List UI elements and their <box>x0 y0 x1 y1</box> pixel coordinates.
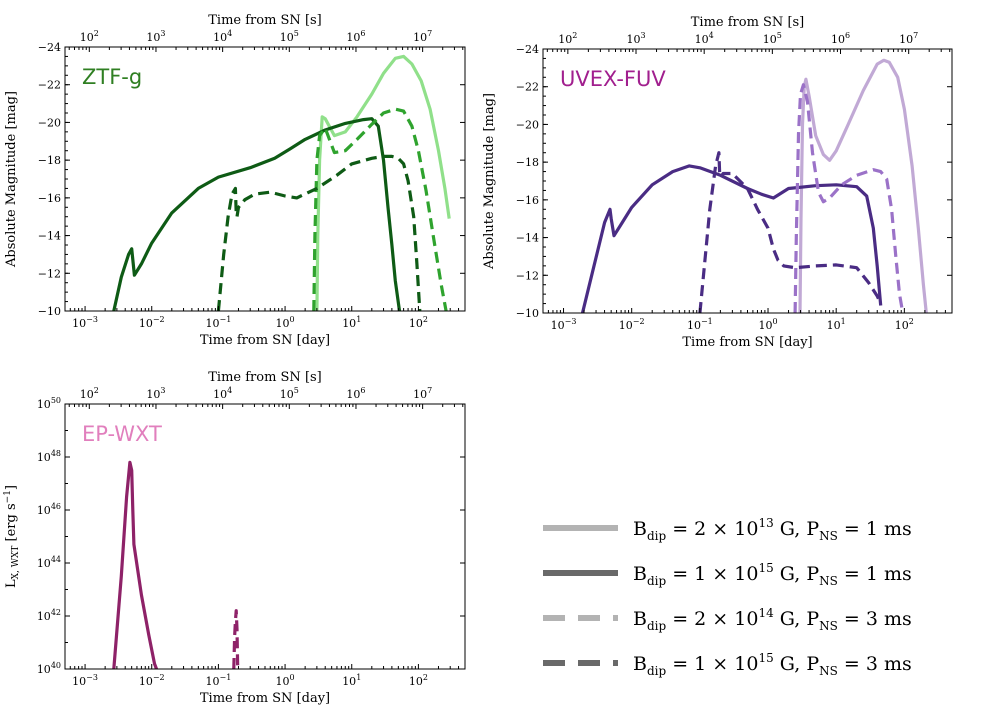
legend-entry-1: Bdip = 2 × 1013 G, PNS = 1 ms <box>633 516 912 543</box>
x-tick-label: 101 <box>342 673 361 688</box>
top-axis-label: Time from SN [s] <box>208 370 322 385</box>
top-tick-label: 103 <box>146 386 165 401</box>
y-tick-label: −16 <box>38 192 61 205</box>
y-tick-label: −20 <box>516 118 539 131</box>
panel-label-ep: EP-WXT <box>82 422 162 446</box>
x-axis-label: Time from SN [day] <box>682 335 812 350</box>
series-line-1 <box>315 54 451 311</box>
top-tick-label: 107 <box>413 29 432 44</box>
top-tick-label: 105 <box>763 31 782 46</box>
top-tick-label: 107 <box>899 31 918 46</box>
y-tick-label: −22 <box>38 79 61 92</box>
x-tick-label: 100 <box>276 673 295 688</box>
y-axis-label: LX, WXT [erg s−1] <box>3 485 21 588</box>
legend-entry-4: Bdip = 1 × 1015 G, PNS = 3 ms <box>633 651 912 678</box>
series-line-3 <box>312 107 448 311</box>
panel-uvex-fuv: 10−3 10−2 10−1 100 101 102 102 103 104 105 106 107 −… <box>482 15 953 350</box>
legend-entry-2: Bdip = 1 × 1015 G, PNS = 1 ms <box>633 561 912 588</box>
series-line-1 <box>112 460 158 669</box>
y-tick-label: 1040 <box>37 661 61 676</box>
y-tick-label: 1042 <box>37 608 61 623</box>
y-axis-label: Absolute Magnitude [mag] <box>482 93 497 270</box>
x-tick-label: 10−3 <box>72 673 98 688</box>
top-tick-label: 104 <box>213 386 232 401</box>
y-tick-label: −24 <box>516 43 539 56</box>
x-tick-label: 101 <box>827 317 846 332</box>
y-tick-label: −22 <box>516 81 539 94</box>
panel-ztf-g: 10−3 10−2 10−1 100 101 102 102 103 104 105 106 107 −… <box>4 13 466 348</box>
y-tick-label: −10 <box>516 307 539 320</box>
y-tick-label: −14 <box>38 230 61 243</box>
top-tick-label: 102 <box>80 386 99 401</box>
top-tick-label: 102 <box>80 29 99 44</box>
top-axis-label: Time from SN [s] <box>208 13 322 28</box>
legend-entry-3: Bdip = 2 × 1014 G, PNS = 3 ms <box>633 606 912 633</box>
x-tick-label: 102 <box>409 315 428 330</box>
x-tick-label: 10−3 <box>72 315 98 330</box>
top-axis-label: Time from SN [s] <box>691 15 805 30</box>
top-tick-label: 104 <box>695 31 714 46</box>
x-tick-label: 100 <box>758 317 777 332</box>
x-tick-label: 10−1 <box>206 315 232 330</box>
top-tick-label: 106 <box>346 386 365 401</box>
x-tick-label: 102 <box>895 317 914 332</box>
top-tick-label: 104 <box>213 29 232 44</box>
x-tick-label: 10−1 <box>206 673 232 688</box>
panel-label-ztf: ZTF-g <box>82 65 142 89</box>
y-tick-label: 1050 <box>37 396 61 411</box>
panel-label-uvex: UVEX-FUV <box>560 67 666 91</box>
top-tick-label: 102 <box>558 31 577 46</box>
top-tick-label: 107 <box>413 386 432 401</box>
top-tick-label: 105 <box>280 386 299 401</box>
legend: Bdip = 2 × 1013 G, PNS = 1 ms Bdip = 1 × … <box>543 516 912 678</box>
y-tick-label: −18 <box>38 154 61 167</box>
y-tick-label: −10 <box>38 305 61 318</box>
y-tick-label: 1046 <box>37 502 61 517</box>
y-tick-label: −12 <box>516 269 539 282</box>
x-tick-label: 100 <box>276 315 295 330</box>
top-tick-label: 106 <box>831 31 850 46</box>
top-tick-label: 106 <box>346 29 365 44</box>
x-tick-label: 101 <box>342 315 361 330</box>
y-tick-label: −16 <box>516 194 539 207</box>
x-tick-label: 10−1 <box>687 317 713 332</box>
y-tick-label: 1044 <box>37 555 61 570</box>
x-axis-label: Time from SN [day] <box>200 691 330 706</box>
top-tick-label: 105 <box>280 29 299 44</box>
y-tick-label: −12 <box>38 267 61 280</box>
series-line-2 <box>580 164 883 313</box>
series-line-4 <box>216 154 422 311</box>
x-axis-label: Time from SN [day] <box>200 333 330 348</box>
x-tick-label: 10−3 <box>551 317 577 332</box>
x-tick-label: 10−2 <box>139 315 165 330</box>
series-line-2 <box>112 117 402 311</box>
x-tick-label: 102 <box>409 673 428 688</box>
y-tick-label: −14 <box>516 232 539 245</box>
y-tick-label: −24 <box>38 41 61 54</box>
y-axis-label: Absolute Magnitude [mag] <box>4 91 19 268</box>
y-tick-label: −18 <box>516 156 539 169</box>
series-line-2 <box>232 609 240 669</box>
y-tick-label: 1048 <box>37 449 61 464</box>
y-tick-label: −20 <box>38 116 61 129</box>
panel-ep-wxt: 10−3 10−2 10−1 100 101 102 102 103 104 105 106 107 1… <box>3 370 466 706</box>
x-tick-label: 10−2 <box>139 673 165 688</box>
x-tick-label: 10−2 <box>619 317 645 332</box>
series-line-4 <box>698 151 883 313</box>
top-tick-label: 103 <box>146 29 165 44</box>
top-tick-label: 103 <box>626 31 645 46</box>
